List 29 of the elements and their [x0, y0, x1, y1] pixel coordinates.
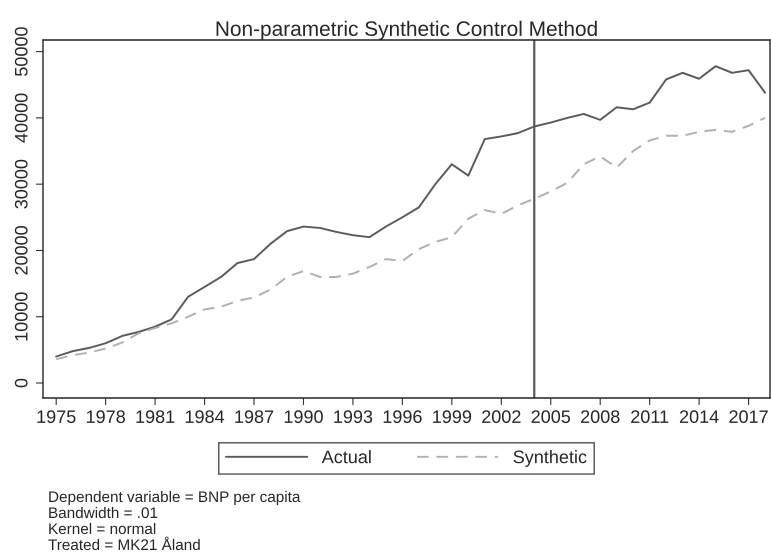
- x-tick-label: 2005: [532, 410, 570, 424]
- y-tick-label: 50000: [14, 27, 28, 76]
- text: Dependent variable = BNP per capita: [49, 490, 300, 506]
- x-tick-label: 1987: [235, 410, 274, 424]
- x-tick-label: 1990: [284, 410, 323, 424]
- y-tick-label: 10000: [14, 292, 28, 340]
- x-tick-label: 1993: [334, 410, 372, 424]
- x-tick-label: 1984: [186, 410, 224, 424]
- chart-title: Non-parametric Synthetic Control Method: [216, 20, 597, 40]
- x-tick-label: 2002: [482, 410, 520, 424]
- line-series: [55, 116, 766, 360]
- y-tick-label: 0: [14, 378, 28, 388]
- x-tick-label: 2011: [631, 410, 668, 424]
- x-tick-label: 2017: [729, 410, 768, 424]
- y-tick-label: 40000: [14, 93, 28, 143]
- legend-label: Actual: [322, 450, 371, 464]
- text: Kernel = normal: [49, 522, 156, 534]
- x-tick-label: 1975: [37, 410, 76, 424]
- text: Bandwidth = .01: [49, 506, 158, 518]
- text: Treated = MK21 Åland: [48, 536, 200, 550]
- x-tick-label: 2014: [680, 410, 719, 424]
- y-tick-label: 20000: [14, 226, 28, 275]
- x-tick-label: 1981: [136, 410, 174, 424]
- legend-label: Synthetic: [514, 450, 587, 467]
- x-tick-label: 1978: [86, 410, 125, 424]
- y-tick-label: 30000: [14, 160, 28, 209]
- x-tick-label: 2008: [581, 410, 620, 424]
- x-tick-label: 1996: [384, 410, 422, 424]
- x-tick-label: 1999: [433, 410, 472, 424]
